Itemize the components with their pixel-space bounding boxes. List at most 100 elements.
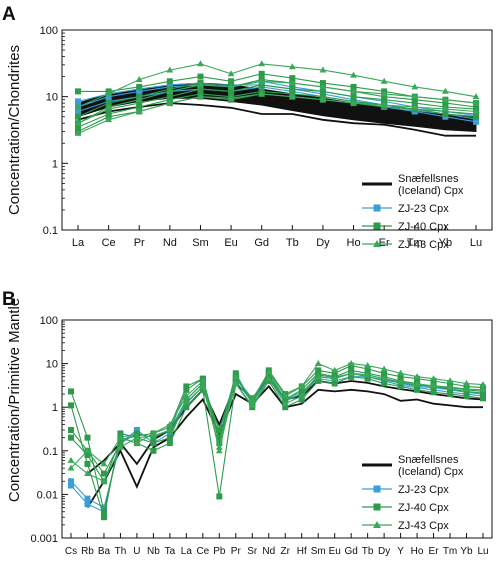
data-point	[381, 93, 388, 100]
data-point	[348, 373, 355, 380]
data-point	[150, 440, 157, 447]
x-tick-label-sm: Sm	[311, 546, 326, 557]
data-point	[288, 79, 296, 86]
x-tick-label-lu: Lu	[470, 237, 482, 249]
x-tick-label-eu: Eu	[329, 546, 341, 557]
data-point	[84, 501, 91, 508]
y-tick-label: 100	[40, 315, 58, 327]
data-point	[315, 377, 322, 384]
data-point	[319, 88, 326, 95]
data-point	[315, 367, 322, 374]
data-point	[68, 478, 74, 485]
data-point	[67, 464, 75, 471]
panel-label-a: A	[2, 4, 16, 25]
series-line	[77, 80, 477, 124]
data-point	[380, 90, 388, 97]
data-point	[228, 88, 235, 95]
data-point	[68, 482, 74, 489]
data-point	[298, 386, 305, 393]
legend-item-3: ZJ-43 Cpx	[362, 520, 449, 532]
data-point	[331, 380, 338, 387]
data-point	[135, 96, 143, 103]
legend-label: Snæfellsnes	[398, 454, 459, 466]
data-point	[298, 396, 305, 403]
series-group-b	[67, 360, 487, 521]
data-point	[258, 81, 265, 88]
data-point	[380, 375, 388, 382]
series-line	[77, 63, 477, 108]
data-point	[411, 93, 419, 100]
data-point	[133, 439, 141, 446]
y-tick-label: 1	[52, 402, 58, 414]
data-point	[135, 107, 143, 114]
data-point	[441, 105, 449, 112]
data-point	[117, 443, 124, 450]
data-point	[350, 99, 357, 106]
data-point	[479, 386, 487, 393]
y-tick-label: 1	[52, 158, 58, 170]
data-point	[411, 103, 419, 110]
legend-item-0: Snæfellsnes(Iceland) Cpx	[362, 173, 464, 197]
legend-marker-square	[373, 222, 381, 230]
data-point	[350, 71, 357, 78]
x-tick-label-y: Y	[397, 546, 404, 557]
data-point	[183, 383, 190, 390]
data-point	[442, 100, 449, 107]
data-point	[75, 124, 81, 131]
series-reference-0	[77, 102, 476, 137]
data-point	[136, 83, 143, 90]
series-line	[70, 372, 484, 483]
series-line	[70, 362, 484, 469]
data-point	[319, 96, 327, 103]
legend-item-1: ZJ-23 Cpx	[362, 203, 449, 215]
data-point	[199, 382, 207, 389]
data-point	[166, 434, 173, 441]
x-tick-label-rb: Rb	[81, 546, 94, 557]
data-point	[199, 386, 206, 393]
panel-label-b: B	[2, 289, 16, 310]
data-point	[166, 93, 173, 100]
data-point	[166, 420, 174, 427]
series-line	[77, 84, 477, 124]
data-point	[319, 66, 327, 73]
x-tick-label-ta: Ta	[165, 546, 176, 557]
data-point	[67, 456, 75, 463]
data-point	[480, 395, 486, 402]
data-point	[197, 81, 204, 88]
data-point	[314, 360, 322, 366]
data-point	[74, 103, 82, 110]
data-point	[84, 495, 91, 502]
data-point	[442, 110, 449, 117]
data-point	[227, 70, 235, 77]
data-point	[105, 116, 113, 123]
y-tick-labels-b: 0.001 0.01 0.1 1 10 100	[30, 315, 68, 545]
x-tick-label-tb: Tb	[286, 237, 299, 249]
data-point	[136, 100, 143, 107]
data-point	[411, 96, 418, 103]
data-point	[380, 365, 388, 372]
data-point	[258, 60, 266, 67]
data-point	[364, 371, 372, 378]
data-point	[150, 432, 157, 439]
legend-label: (Iceland) Cpx	[398, 185, 464, 197]
data-point	[84, 452, 91, 459]
x-tick-labels-b: Cs Rb Ba Th U Nb Ta La Ce Pb Pr Sr Nd Zr Hf Sm Eu Gd Tb Dy Y…	[65, 533, 489, 557]
x-tick-label-tm: Tm	[407, 237, 423, 249]
x-tick-label-la: La	[72, 237, 85, 249]
data-point	[136, 103, 143, 110]
data-point	[265, 368, 273, 375]
x-tick-label-ho: Ho	[411, 546, 424, 557]
plot-frame-a	[61, 29, 493, 231]
data-point	[84, 447, 91, 454]
data-point	[166, 99, 174, 106]
series-zj43-9	[67, 369, 487, 484]
data-point	[397, 378, 404, 385]
data-point	[479, 380, 487, 387]
series-line	[77, 93, 477, 135]
data-point	[183, 386, 190, 393]
data-point	[182, 392, 190, 399]
data-point	[447, 391, 454, 398]
y-axis-label-b: Concentration/Primitive Mantle	[6, 298, 23, 502]
data-point	[215, 447, 223, 454]
data-point	[472, 93, 480, 100]
